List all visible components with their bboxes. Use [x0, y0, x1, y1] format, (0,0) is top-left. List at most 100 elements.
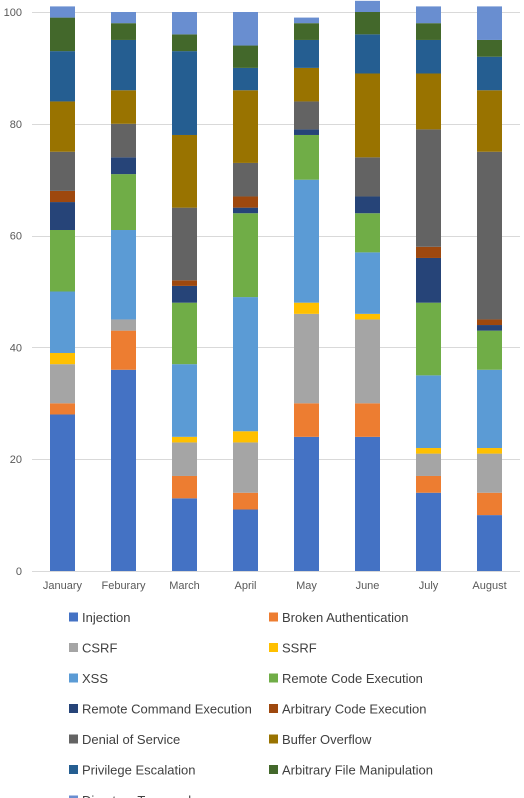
x-tick-label: March: [169, 580, 200, 592]
bar-segment: [477, 151, 502, 320]
bar-segment: [111, 174, 136, 231]
legend-label: Directory Traversal: [82, 793, 191, 798]
bar-segment: [233, 431, 258, 443]
legend-label: Denial of Service: [82, 732, 180, 747]
bar-segment: [477, 6, 502, 40]
legend-swatch: [69, 704, 78, 713]
legend-swatch: [69, 795, 78, 798]
bar-segment: [50, 364, 75, 404]
bar-segment: [416, 257, 441, 303]
bar-segment: [355, 252, 380, 314]
bar-segment: [233, 492, 258, 510]
y-tick-label: 100: [4, 7, 22, 19]
bar-segment: [233, 162, 258, 197]
bar-segment: [416, 453, 441, 476]
x-tick-label: January: [43, 580, 83, 592]
legend-label: Buffer Overflow: [282, 732, 372, 747]
bar-segment: [416, 39, 441, 74]
legend-swatch: [269, 765, 278, 774]
legend-swatch: [269, 673, 278, 683]
bar-segment: [172, 12, 197, 35]
bar-segment: [355, 436, 380, 571]
legend-label: Arbitrary File Manipulation: [282, 763, 433, 778]
bar-segment: [355, 73, 380, 158]
bar-segment: [294, 23, 319, 40]
bar-segment: [50, 414, 75, 571]
bar-segment: [111, 230, 136, 320]
y-tick-label: 80: [10, 119, 22, 131]
bar-segment: [50, 291, 75, 353]
bar-segment: [233, 12, 258, 46]
bar-segment: [294, 403, 319, 437]
bar-segment: [50, 352, 75, 365]
bar-segment: [416, 448, 441, 454]
bar-segment: [477, 448, 502, 454]
bar-segment: [355, 0, 380, 13]
bar-segment: [172, 280, 197, 286]
x-tick-label: April: [234, 580, 256, 592]
bar-segment: [355, 313, 380, 320]
x-tick-label: Feburary: [101, 580, 146, 592]
bar-segment: [172, 51, 197, 135]
bar-segment: [477, 56, 502, 91]
bar-segment: [416, 375, 441, 449]
bar-segment: [172, 475, 197, 499]
bar-segment: [50, 190, 75, 203]
legend-swatch: [269, 612, 278, 622]
bar-segment: [172, 207, 197, 281]
legend-swatch: [269, 704, 278, 713]
bar-segment: [111, 330, 136, 370]
bar-segment: [477, 330, 502, 370]
bar-segment: [233, 213, 258, 298]
bar-segment: [477, 515, 502, 571]
bar-segment: [294, 302, 319, 314]
bar-segment: [233, 90, 258, 163]
bar-segment: [233, 45, 258, 68]
y-axis-tick-labels: 0 20 40 60 80 100: [4, 7, 22, 578]
legend-swatch: [69, 734, 78, 744]
bar-segment: [172, 498, 197, 571]
legend-label: XSS: [82, 671, 108, 686]
bar-segment: [172, 442, 197, 476]
bar-segment: [416, 129, 441, 247]
bar-segment: [294, 129, 319, 135]
bar-segment: [416, 246, 441, 258]
bar-segment: [477, 492, 502, 516]
bar-segment: [172, 364, 197, 437]
bar-segment: [355, 403, 380, 437]
x-tick-label: July: [419, 580, 439, 592]
bar-segment: [355, 213, 380, 253]
bar-segment: [233, 442, 258, 493]
gridlines: [32, 12, 520, 572]
bar-segment: [355, 196, 380, 214]
x-axis-tick-labels: January Feburary March April May June July Augu…: [43, 580, 507, 592]
y-tick-label: 0: [16, 566, 22, 578]
bar-segment: [294, 39, 319, 68]
legend-label: Arbitrary Code Execution: [282, 702, 427, 717]
bar-segment: [416, 475, 441, 493]
bar-segment: [233, 207, 258, 214]
legend-swatch: [69, 765, 78, 774]
bar-segment: [294, 67, 319, 102]
legend-label: CSRF: [82, 641, 117, 656]
bar-segment: [355, 157, 380, 197]
bar-segment: [50, 202, 75, 231]
legend: Injection Broken Authentication CSRF SSRF XS…: [69, 610, 433, 798]
bar-segment: [172, 285, 197, 303]
legend-swatch: [269, 643, 278, 652]
bar-segment: [294, 134, 319, 180]
bar-segment: [111, 12, 136, 24]
legend-swatch: [69, 612, 78, 622]
bar-segment: [50, 6, 75, 18]
bar-segment: [50, 51, 75, 102]
bar-segment: [477, 39, 502, 57]
bar-segment: [172, 302, 197, 365]
bar-segment: [294, 101, 319, 130]
x-tick-label: August: [472, 580, 506, 592]
bar-segment: [50, 403, 75, 415]
bar-segment: [50, 151, 75, 191]
bar-segment: [233, 297, 258, 432]
bar-segment: [355, 12, 380, 35]
y-tick-label: 20: [10, 454, 22, 466]
